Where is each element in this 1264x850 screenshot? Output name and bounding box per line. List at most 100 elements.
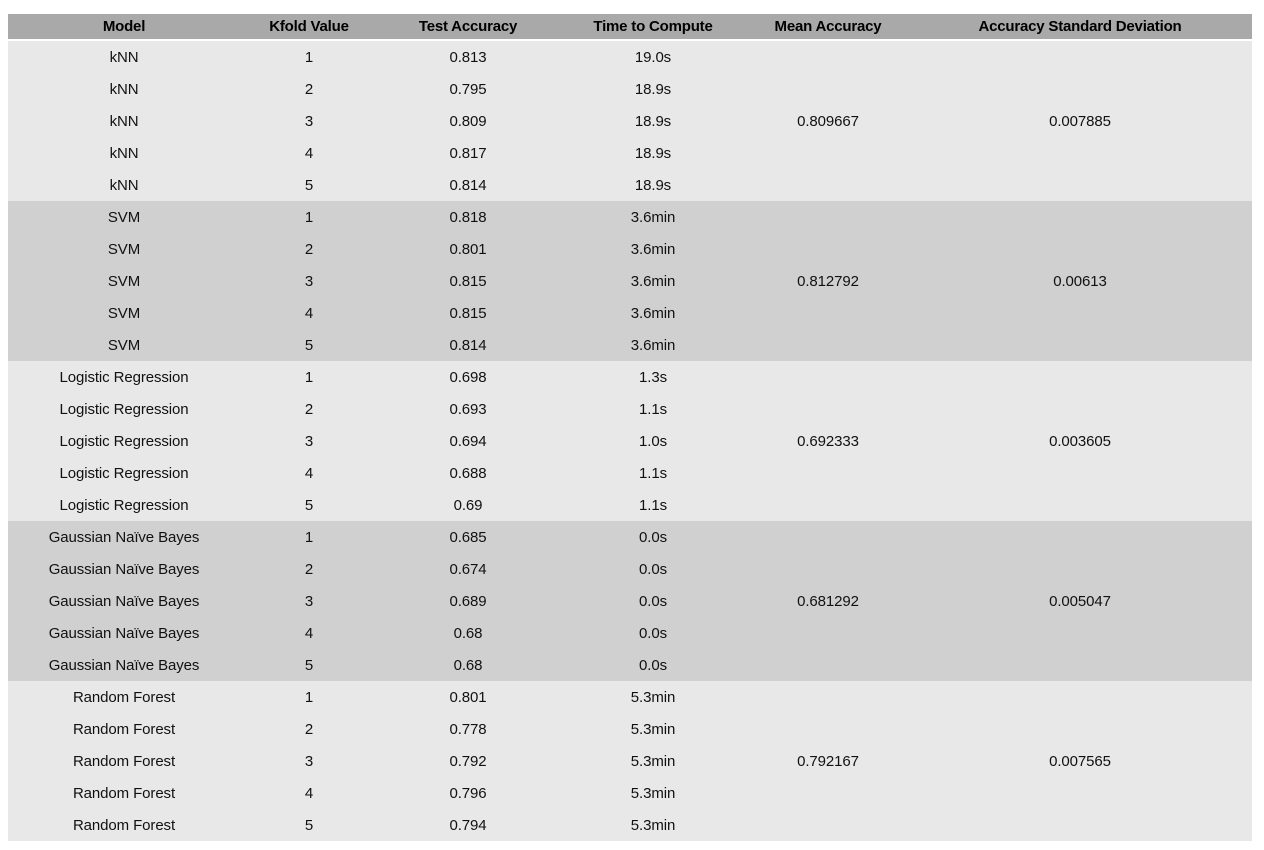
test-accuracy-cell[interactable]: 0.69 [378,489,558,521]
time-to-compute-cell[interactable]: 0.0s [558,649,748,681]
kfold-value-cell[interactable]: 2 [240,553,378,585]
test-accuracy-cell[interactable]: 0.674 [378,553,558,585]
test-accuracy-cell[interactable]: 0.801 [378,681,558,713]
time-to-compute-cell[interactable]: 18.9s [558,105,748,137]
mean-accuracy-cell[interactable]: 0.809667 [748,40,908,201]
test-accuracy-cell[interactable]: 0.685 [378,521,558,553]
time-to-compute-cell[interactable]: 1.1s [558,489,748,521]
col-header-accuracy-standard-deviation[interactable]: Accuracy Standard Deviation [908,14,1252,41]
model-cell[interactable]: SVM [8,265,240,297]
test-accuracy-cell[interactable]: 0.815 [378,265,558,297]
time-to-compute-cell[interactable]: 3.6min [558,265,748,297]
model-cell[interactable]: Random Forest [8,713,240,745]
time-to-compute-cell[interactable]: 18.9s [558,73,748,105]
time-to-compute-cell[interactable]: 0.0s [558,617,748,649]
kfold-value-cell[interactable]: 2 [240,233,378,265]
test-accuracy-cell[interactable]: 0.813 [378,40,558,73]
accuracy-std-cell[interactable]: 0.00613 [908,201,1252,361]
time-to-compute-cell[interactable]: 18.9s [558,137,748,169]
kfold-value-cell[interactable]: 1 [240,521,378,553]
model-cell[interactable]: SVM [8,329,240,361]
model-cell[interactable]: SVM [8,201,240,233]
time-to-compute-cell[interactable]: 0.0s [558,553,748,585]
model-cell[interactable]: Logistic Regression [8,489,240,521]
kfold-value-cell[interactable]: 4 [240,137,378,169]
time-to-compute-cell[interactable]: 3.6min [558,201,748,233]
mean-accuracy-cell[interactable]: 0.792167 [748,681,908,841]
col-header-mean-accuracy[interactable]: Mean Accuracy [748,14,908,41]
mean-accuracy-cell[interactable]: 0.812792 [748,201,908,361]
model-cell[interactable]: SVM [8,233,240,265]
model-cell[interactable]: Random Forest [8,745,240,777]
test-accuracy-cell[interactable]: 0.792 [378,745,558,777]
time-to-compute-cell[interactable]: 5.3min [558,713,748,745]
kfold-value-cell[interactable]: 5 [240,329,378,361]
kfold-value-cell[interactable]: 1 [240,361,378,393]
test-accuracy-cell[interactable]: 0.778 [378,713,558,745]
model-cell[interactable]: kNN [8,73,240,105]
model-cell[interactable]: SVM [8,297,240,329]
kfold-value-cell[interactable]: 5 [240,649,378,681]
time-to-compute-cell[interactable]: 3.6min [558,297,748,329]
kfold-value-cell[interactable]: 4 [240,457,378,489]
time-to-compute-cell[interactable]: 5.3min [558,681,748,713]
test-accuracy-cell[interactable]: 0.68 [378,649,558,681]
accuracy-std-cell[interactable]: 0.003605 [908,361,1252,521]
model-cell[interactable]: Random Forest [8,777,240,809]
model-cell[interactable]: kNN [8,105,240,137]
model-cell[interactable]: Gaussian Naïve Bayes [8,649,240,681]
kfold-value-cell[interactable]: 3 [240,745,378,777]
time-to-compute-cell[interactable]: 0.0s [558,585,748,617]
test-accuracy-cell[interactable]: 0.815 [378,297,558,329]
test-accuracy-cell[interactable]: 0.809 [378,105,558,137]
accuracy-std-cell[interactable]: 0.005047 [908,521,1252,681]
col-header-model[interactable]: Model [8,14,240,41]
col-header-time-to-compute[interactable]: Time to Compute [558,14,748,41]
time-to-compute-cell[interactable]: 19.0s [558,40,748,73]
kfold-value-cell[interactable]: 4 [240,297,378,329]
kfold-value-cell[interactable]: 1 [240,681,378,713]
mean-accuracy-cell[interactable]: 0.681292 [748,521,908,681]
time-to-compute-cell[interactable]: 1.1s [558,457,748,489]
col-header-kfold-value[interactable]: Kfold Value [240,14,378,41]
kfold-value-cell[interactable]: 1 [240,201,378,233]
test-accuracy-cell[interactable]: 0.68 [378,617,558,649]
model-cell[interactable]: Gaussian Naïve Bayes [8,553,240,585]
kfold-value-cell[interactable]: 3 [240,425,378,457]
kfold-value-cell[interactable]: 5 [240,169,378,201]
test-accuracy-cell[interactable]: 0.795 [378,73,558,105]
time-to-compute-cell[interactable]: 3.6min [558,233,748,265]
kfold-value-cell[interactable]: 4 [240,777,378,809]
test-accuracy-cell[interactable]: 0.689 [378,585,558,617]
test-accuracy-cell[interactable]: 0.817 [378,137,558,169]
time-to-compute-cell[interactable]: 5.3min [558,777,748,809]
model-cell[interactable]: kNN [8,137,240,169]
kfold-value-cell[interactable]: 5 [240,489,378,521]
time-to-compute-cell[interactable]: 18.9s [558,169,748,201]
model-cell[interactable]: kNN [8,40,240,73]
model-cell[interactable]: Logistic Regression [8,457,240,489]
test-accuracy-cell[interactable]: 0.693 [378,393,558,425]
kfold-value-cell[interactable]: 3 [240,265,378,297]
kfold-value-cell[interactable]: 3 [240,585,378,617]
time-to-compute-cell[interactable]: 1.3s [558,361,748,393]
time-to-compute-cell[interactable]: 3.6min [558,329,748,361]
model-cell[interactable]: Gaussian Naïve Bayes [8,585,240,617]
test-accuracy-cell[interactable]: 0.801 [378,233,558,265]
model-cell[interactable]: Random Forest [8,681,240,713]
kfold-value-cell[interactable]: 3 [240,105,378,137]
time-to-compute-cell[interactable]: 0.0s [558,521,748,553]
test-accuracy-cell[interactable]: 0.796 [378,777,558,809]
model-cell[interactable]: kNN [8,169,240,201]
test-accuracy-cell[interactable]: 0.698 [378,361,558,393]
kfold-value-cell[interactable]: 5 [240,809,378,841]
time-to-compute-cell[interactable]: 1.0s [558,425,748,457]
model-cell[interactable]: Logistic Regression [8,361,240,393]
model-cell[interactable]: Gaussian Naïve Bayes [8,521,240,553]
model-cell[interactable]: Logistic Regression [8,393,240,425]
test-accuracy-cell[interactable]: 0.688 [378,457,558,489]
accuracy-std-cell[interactable]: 0.007565 [908,681,1252,841]
test-accuracy-cell[interactable]: 0.694 [378,425,558,457]
kfold-value-cell[interactable]: 2 [240,393,378,425]
mean-accuracy-cell[interactable]: 0.692333 [748,361,908,521]
